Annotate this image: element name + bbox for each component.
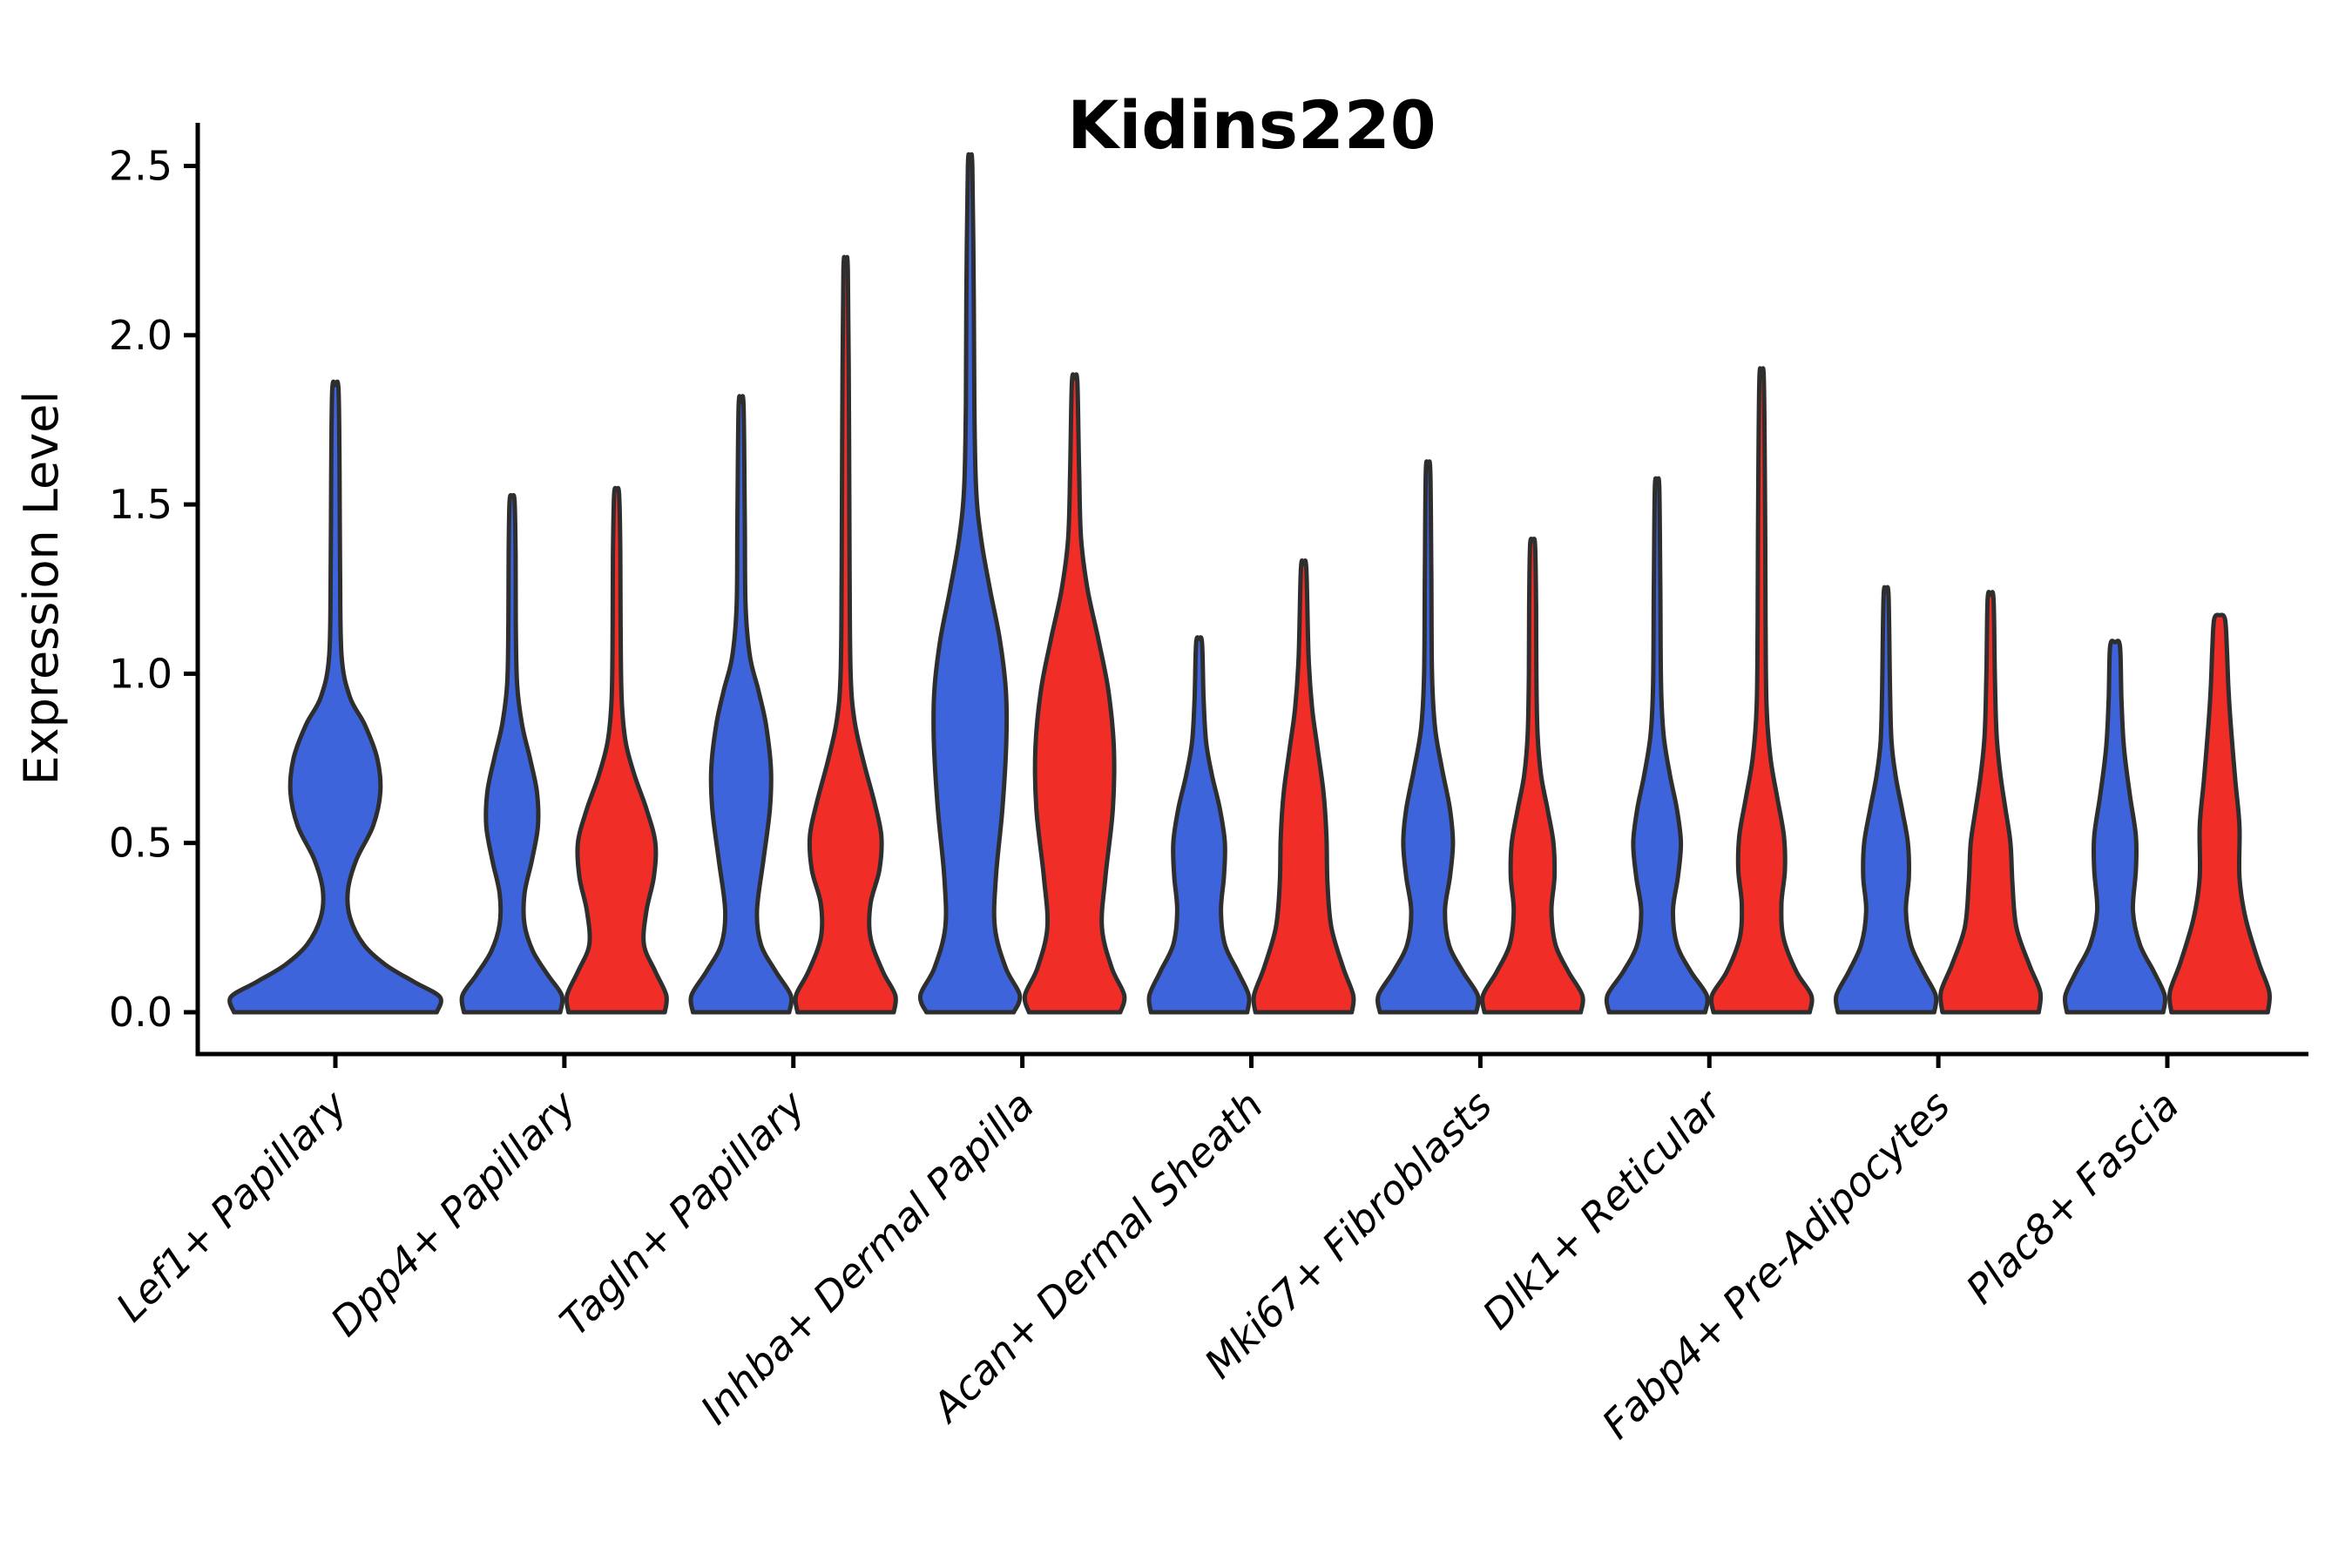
- violin-red-mki67-fibroblasts: [1480, 537, 1585, 1015]
- violin-blue-tagln-papillary: [688, 394, 794, 1015]
- violin-blue-lef1-papillary: [227, 379, 443, 1015]
- violin-blue-fabp4-pre-adipocytes: [1833, 585, 1939, 1015]
- violin-red-plac8-fascia: [2166, 612, 2273, 1015]
- y-axis-label: Expression Level: [14, 391, 69, 786]
- violin-red-inhba-dermal-papilla: [1022, 372, 1127, 1015]
- plot-title: Kidins220: [1067, 86, 1436, 164]
- violin-blue-inhba-dermal-papilla: [917, 152, 1023, 1015]
- violin-red-dpp4-papillary: [564, 485, 669, 1015]
- y-tick-label: 0.5: [109, 820, 172, 867]
- violin-red-dlk1-reticular: [1708, 366, 1815, 1015]
- x-tick-label: Dlk1+ Reticular: [1473, 1079, 1732, 1338]
- violin-blue-dlk1-reticular: [1604, 476, 1710, 1015]
- violin-shapes: [227, 152, 2273, 1015]
- y-tick-label: 2.5: [109, 143, 172, 190]
- y-axis-ticks: 0.0 0.5 1.0 1.5 2.0 2.5: [109, 143, 198, 1036]
- violin-red-tagln-papillary: [793, 254, 898, 1015]
- violin-red-acan-dermal-sheath: [1251, 558, 1356, 1015]
- x-tick-label: Tagln+ Papillary: [551, 1081, 814, 1345]
- x-tick-label: Dpp4+ Papillary: [321, 1081, 585, 1345]
- y-tick-label: 1.0: [109, 650, 172, 697]
- violin-blue-plac8-fascia: [2062, 639, 2168, 1015]
- y-tick-label: 0.0: [109, 989, 172, 1036]
- violin-blue-mki67-fibroblasts: [1375, 459, 1481, 1015]
- x-tick-label: Plac8+ Fascia: [1957, 1082, 2187, 1313]
- violin-blue-acan-dermal-sheath: [1146, 635, 1252, 1015]
- y-tick-label: 2.0: [109, 312, 172, 359]
- violin-red-fabp4-pre-adipocytes: [1938, 590, 2044, 1015]
- x-tick-label: Lef1+ Papillary: [107, 1081, 356, 1330]
- violin-blue-dpp4-papillary: [459, 493, 565, 1015]
- y-tick-label: 1.5: [109, 481, 172, 528]
